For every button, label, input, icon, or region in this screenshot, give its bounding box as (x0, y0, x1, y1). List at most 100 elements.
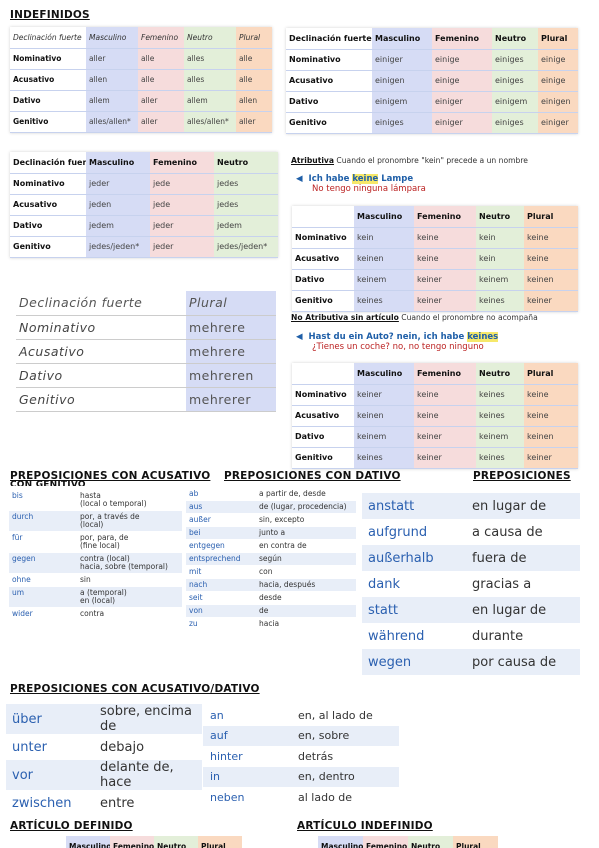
column-header: Plural (236, 27, 272, 49)
preposition: zu (186, 617, 256, 631)
list-item: aus de (lugar, procedencia) (186, 500, 356, 514)
column-header: Femenino (363, 836, 408, 848)
table-cell: aller (86, 48, 138, 70)
column-header: Femenino (414, 363, 476, 385)
translation: sobre, encima de (100, 704, 192, 734)
translation: en contra de (256, 539, 356, 553)
table-row: Nominativo mehrere (16, 315, 276, 340)
table-cell: einiger (372, 49, 432, 71)
list-item: seit desde (186, 591, 356, 605)
preposition: ohne (9, 573, 77, 587)
case-label: Acusativo (292, 248, 354, 270)
table-cell: einige (432, 70, 492, 92)
preposition: außer (186, 513, 256, 527)
table-row: Nominativo keiner keine keines keine (292, 384, 578, 406)
list-item: an en, al lado de (203, 705, 399, 726)
no-atributiva-example: ◀ Hast du ein Auto? nein, ich habe keines… (296, 332, 499, 352)
table-cell: keinem (354, 426, 414, 448)
table-articulo-definido: Masculino Femenino Neutro Plural (66, 836, 242, 848)
table-cell: einigen (538, 91, 578, 113)
translation: con (256, 565, 356, 579)
table-row: Genitivo mehrerer (16, 387, 276, 412)
list-item: neben al lado de (203, 787, 399, 808)
table-cell: einiges (372, 112, 432, 134)
translation: a causa de (472, 524, 543, 540)
column-header (292, 363, 354, 385)
case-label: Nominativo (292, 227, 354, 249)
case-label: Nominativo (292, 384, 354, 406)
translation: gracias a (472, 576, 532, 592)
translation: contra (local) hacia, sobre (temporal) (77, 552, 182, 574)
preposition: aus (186, 500, 256, 514)
table-cell: einiges (492, 49, 538, 71)
list-item: durch por, a través de (local) (9, 510, 182, 532)
case-label: Nominativo (16, 315, 186, 340)
table-cell: einigen (372, 70, 432, 92)
table-header-row: Declinación fuerte Plural (16, 291, 276, 316)
table-kein-atributiva: Masculino Femenino Neutro Plural Nominativo k… (292, 206, 578, 312)
table-cell: keinem (354, 269, 414, 291)
preposition: an (210, 708, 224, 722)
table-articulo-indefinido: Masculino Femenino Neutro Plural (318, 836, 498, 848)
table-cell: keinen (354, 248, 414, 270)
preposition: hinter (210, 749, 243, 763)
translation: según (256, 552, 356, 566)
table-row: Acusativo mehrere (16, 339, 276, 364)
table-row: Genitivo alles/allen* aller alles/allen* all… (10, 111, 272, 133)
table-row: Nominativo jeder jede jedes (10, 173, 278, 195)
table-cell: jede (150, 194, 214, 216)
list-item: mit con (186, 565, 356, 579)
translation: detrás (298, 749, 334, 763)
list-item: unter debajo (6, 734, 202, 760)
column-header: Neutro (408, 836, 453, 848)
table-row: Genitivo einiges einiger einiges einiger (286, 112, 578, 134)
translation: entre (100, 795, 135, 811)
translation: en lugar de (472, 602, 547, 618)
column-header: Neutro (476, 206, 524, 228)
table-cell: alles (184, 48, 236, 70)
column-header: Plural (524, 363, 578, 385)
table-cell: keines (354, 447, 414, 469)
heading-indefinidos: INDEFINIDOS (10, 9, 90, 21)
table-cell: einigem (372, 91, 432, 113)
table-alle: Declinación fuerte Masculino Femenino Neutr… (10, 27, 272, 133)
table-cell: keinem (476, 426, 524, 448)
table-cell: einige (538, 70, 578, 92)
list-item: zu hacia (186, 617, 356, 631)
play-icon[interactable]: ◀ (296, 174, 303, 184)
heading-articulo-definido: ARTÍCULO DEFINIDO (10, 820, 133, 832)
translation: en, al lado de (298, 708, 373, 722)
list-item: außerhalb fuera de (362, 545, 580, 571)
case-label: Acusativo (10, 69, 86, 91)
list-item: von de (186, 604, 356, 618)
column-header: Plural (198, 836, 242, 848)
list-item: während durante (362, 623, 580, 649)
table-cell: einiges (492, 112, 538, 134)
table-header-row: Masculino Femenino Neutro Plural (292, 363, 578, 385)
table-cell: kein (476, 227, 524, 249)
translation: hacia, después (256, 578, 356, 592)
preposition: entsprechend (186, 552, 256, 566)
table-row: Nominativo kein keine kein keine (292, 227, 578, 249)
column-header: Neutro (154, 836, 198, 848)
list-prep-dativo: ab a partir de, desde aus de (lugar, proced… (186, 488, 356, 631)
column-header: Plural (186, 291, 276, 316)
table-cell: aller (236, 111, 272, 133)
table-cell: alles (184, 69, 236, 91)
table-row: Dativo einigem einiger einigem einigen (286, 91, 578, 113)
play-icon[interactable]: ◀ (296, 332, 303, 342)
table-row: Dativo mehreren (16, 363, 276, 388)
table-header-row: Masculino Femenino Neutro Plural (292, 206, 578, 228)
column-header: Plural (524, 206, 578, 228)
column-header: Masculino (372, 28, 432, 50)
list-item: zwischen entre (6, 790, 202, 816)
table-cell: kein (476, 248, 524, 270)
table-cell: alle (138, 48, 184, 70)
list-item: nach hacia, después (186, 578, 356, 592)
table-cell: keinen (524, 426, 578, 448)
column-header: Neutro (476, 363, 524, 385)
table-cell: keines (476, 447, 524, 469)
column-header: Femenino (414, 206, 476, 228)
table-cell: alle (236, 69, 272, 91)
case-label: Nominativo (286, 49, 372, 71)
